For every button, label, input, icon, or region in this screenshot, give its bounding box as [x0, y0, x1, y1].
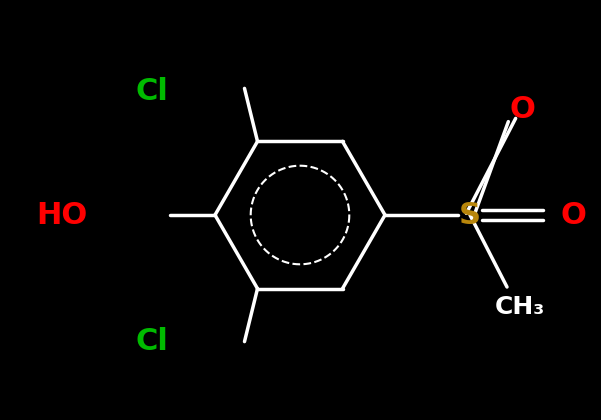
Text: O: O	[560, 200, 586, 229]
Text: Cl: Cl	[136, 78, 168, 107]
Text: HO: HO	[37, 200, 88, 229]
Text: O: O	[509, 95, 535, 124]
Text: CH₃: CH₃	[495, 295, 545, 319]
Text: S: S	[459, 200, 481, 229]
Text: Cl: Cl	[136, 328, 168, 357]
